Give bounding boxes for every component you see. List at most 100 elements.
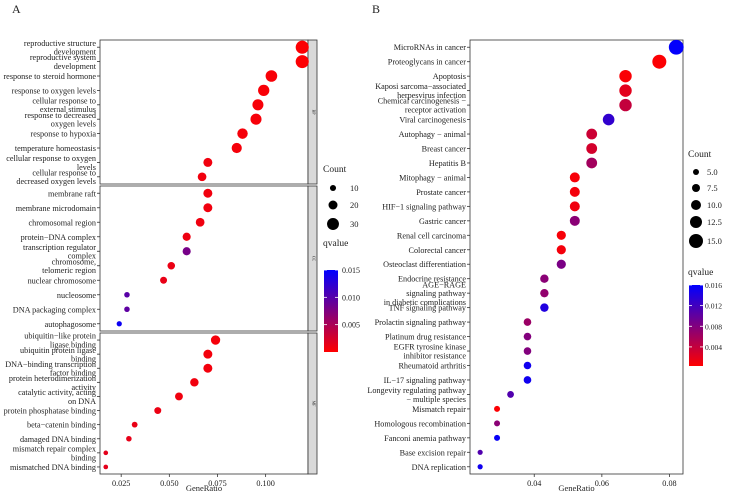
facet-strip bbox=[307, 185, 318, 332]
size-legend-dot bbox=[327, 218, 339, 230]
term-label: Homologous recombination bbox=[374, 419, 466, 428]
data-point bbox=[265, 70, 278, 82]
data-point bbox=[494, 420, 501, 427]
size-legend-title: Count bbox=[323, 165, 347, 175]
term-label: reproductive system bbox=[30, 53, 97, 62]
term-label: response to oxygen levels bbox=[12, 86, 96, 95]
data-point bbox=[507, 391, 514, 398]
data-point bbox=[126, 435, 132, 442]
data-point bbox=[477, 449, 483, 455]
colorbar-tick-label: 0.004 bbox=[705, 343, 722, 352]
data-point bbox=[190, 378, 199, 387]
data-point bbox=[569, 186, 580, 197]
data-point bbox=[103, 450, 109, 456]
data-point bbox=[182, 232, 191, 241]
size-legend-label: 7.5 bbox=[707, 183, 718, 193]
data-point bbox=[523, 347, 532, 355]
term-label: AGE−RAGE bbox=[422, 280, 466, 289]
term-label: inhibitor resistance bbox=[403, 351, 466, 360]
facet-strip-label: CC bbox=[312, 256, 317, 262]
term-label: mismatched DNA binding bbox=[10, 463, 96, 472]
data-point bbox=[154, 407, 162, 415]
data-point bbox=[569, 201, 580, 212]
term-label: Gastric cancer bbox=[419, 217, 466, 226]
colorbar-tick-label: 0.005 bbox=[342, 321, 360, 330]
term-label: complex bbox=[68, 252, 96, 261]
term-label: external stimulus bbox=[40, 105, 96, 114]
term-label: telomeric region bbox=[42, 266, 96, 275]
size-legend-label: 10 bbox=[350, 183, 359, 193]
term-label: levels bbox=[77, 163, 96, 172]
term-label: Apoptosis bbox=[433, 72, 466, 81]
facet-panel bbox=[99, 39, 309, 185]
size-legend-dot bbox=[329, 184, 337, 192]
term-label: protein heterodimerization bbox=[9, 374, 96, 383]
term-label: binding bbox=[71, 453, 96, 462]
term-label: transcription regulator bbox=[23, 243, 96, 252]
term-label: DNA packaging complex bbox=[13, 305, 96, 314]
term-label: TNF signaling pathway bbox=[389, 304, 467, 313]
data-point bbox=[586, 143, 598, 154]
term-label: Platinum drug resistance bbox=[385, 333, 466, 342]
term-label: ubiquitin protein ligase bbox=[20, 346, 96, 355]
size-legend-label: 5.0 bbox=[707, 167, 718, 177]
data-point bbox=[556, 259, 566, 269]
term-label: signaling pathway bbox=[406, 289, 467, 298]
plot-panel bbox=[469, 39, 684, 475]
data-point bbox=[523, 376, 532, 384]
term-label: Hepatitis B bbox=[429, 159, 467, 168]
term-label: reproductive structure bbox=[24, 39, 96, 48]
data-point bbox=[494, 434, 501, 441]
facet-strip bbox=[307, 39, 318, 185]
term-label: response to decreased bbox=[25, 111, 96, 120]
term-label: MicroRNAs in cancer bbox=[394, 43, 467, 52]
x-axis-title: GeneRatio bbox=[558, 483, 594, 493]
term-label: cellular response to oxygen bbox=[6, 154, 96, 163]
panel-label-b: B bbox=[372, 2, 380, 16]
term-label: DNA replication bbox=[412, 463, 466, 472]
term-label: Prostate cancer bbox=[416, 188, 466, 197]
term-label: nucleosome bbox=[57, 291, 96, 300]
data-point bbox=[103, 464, 109, 470]
data-point bbox=[619, 98, 632, 112]
data-point bbox=[586, 128, 598, 140]
data-point bbox=[167, 261, 176, 270]
data-point bbox=[540, 303, 549, 312]
term-label: Viral carcinogenesis bbox=[399, 116, 466, 125]
data-point bbox=[252, 99, 264, 111]
term-label: ligase binding bbox=[50, 340, 96, 349]
size-legend-dot bbox=[691, 200, 701, 210]
term-label: Breast cancer bbox=[422, 145, 467, 154]
colorbar bbox=[689, 285, 703, 366]
data-point bbox=[231, 142, 242, 154]
term-label: Proteoglycans in cancer bbox=[388, 58, 466, 67]
data-point bbox=[175, 392, 183, 401]
term-label: DNA−binding transcription bbox=[5, 360, 96, 369]
panel-b-plot: MicroRNAs in cancer Proteoglycans in canc… bbox=[367, 39, 684, 475]
data-point bbox=[203, 363, 213, 373]
data-point bbox=[210, 335, 221, 345]
size-legend-dot bbox=[690, 216, 702, 228]
term-label: response to steroid hormone bbox=[3, 72, 96, 81]
size-legend-label: 15.0 bbox=[707, 236, 722, 246]
data-point bbox=[250, 113, 262, 125]
size-legend-label: 30 bbox=[350, 219, 359, 229]
term-label: damaged DNA binding bbox=[20, 435, 96, 444]
term-label: Prolactin signaling pathway bbox=[375, 318, 467, 327]
data-point bbox=[668, 39, 684, 55]
color-legend-title: qvalue bbox=[688, 268, 713, 278]
term-label: factor binding bbox=[50, 369, 96, 378]
facet-panel bbox=[99, 185, 309, 332]
term-label: protein−DNA complex bbox=[21, 233, 96, 242]
term-label: Kaposi sarcoma−associated bbox=[375, 82, 466, 91]
panel-label-a: A bbox=[12, 2, 21, 16]
data-point bbox=[477, 464, 483, 470]
term-label: EGFR tyrosine kinase bbox=[394, 343, 467, 352]
term-label: cellular response to bbox=[32, 168, 96, 177]
color-legend-title: qvalue bbox=[323, 239, 348, 249]
size-legend-label: 10.0 bbox=[707, 200, 722, 210]
data-point bbox=[540, 274, 549, 283]
term-label: chromosome, bbox=[52, 257, 96, 266]
data-point bbox=[131, 421, 138, 428]
